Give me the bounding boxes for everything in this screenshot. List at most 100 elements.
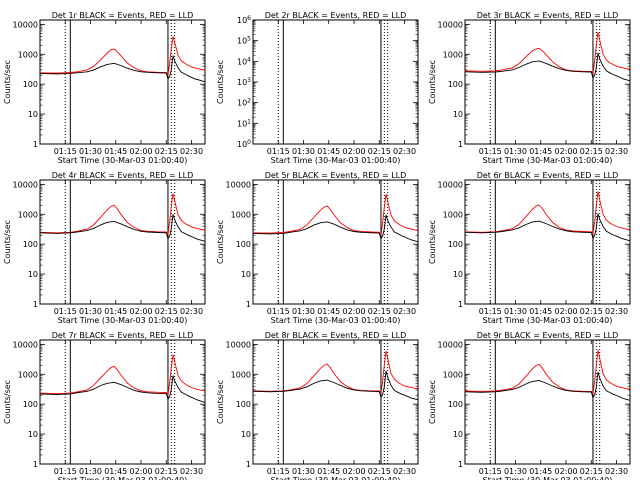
x-tick-label: 01:45 <box>317 147 340 156</box>
y-tick-label: 10 <box>241 270 251 279</box>
y-tick-label: 10 <box>28 110 38 119</box>
x-tick-label: 02:15 <box>155 467 178 476</box>
x-tick-label: 01:30 <box>292 467 315 476</box>
panel-title: Det 1r BLACK = Events, RED = LLD <box>52 11 194 20</box>
x-tick-label: 02:15 <box>580 467 603 476</box>
x-tick-label: 02:15 <box>580 307 603 316</box>
y-axis-label: Counts/sec <box>216 220 225 264</box>
lld-series-line <box>252 193 419 237</box>
y-tick-label: 100 <box>448 400 463 409</box>
x-tick-label: 02:15 <box>368 467 391 476</box>
x-tick-label: 01:45 <box>529 307 552 316</box>
x-tick-label: 02:00 <box>129 147 152 156</box>
x-axis-label: Start Time (30-Mar-03 01:00:40) <box>483 316 613 325</box>
x-tick-label: 01:30 <box>79 467 102 476</box>
plot-frame <box>464 19 631 145</box>
x-tick-label: 01:15 <box>54 467 77 476</box>
x-tick-label: 02:30 <box>180 307 203 316</box>
y-axis-label: Counts/sec <box>3 380 12 424</box>
y-tick-label: 10 <box>453 110 463 119</box>
x-tick-label: 01:45 <box>529 467 552 476</box>
y-axis-label: Counts/sec <box>428 380 437 424</box>
y-tick-label: 1000 <box>443 210 463 219</box>
x-tick-label: 01:30 <box>292 147 315 156</box>
y-tick-label: 1000 <box>231 370 251 379</box>
events-series-line <box>464 371 631 401</box>
y-tick-label: 100 <box>236 400 251 409</box>
events-series-line <box>252 370 419 401</box>
y-tick-label: 1000 <box>18 210 38 219</box>
y-tick-label: 1 <box>458 300 463 309</box>
x-tick-label: 01:30 <box>79 307 102 316</box>
x-tick-label: 01:30 <box>504 307 527 316</box>
x-tick-label: 01:30 <box>504 467 527 476</box>
plot-frame <box>39 339 206 465</box>
y-tick-label: 100 <box>448 80 463 89</box>
lld-series-line <box>39 36 206 77</box>
y-tick-label: 10000 <box>13 340 38 349</box>
panel-title: Det 8r BLACK = Events, RED = LLD <box>265 331 407 340</box>
lld-series-line <box>252 350 419 396</box>
plot-frame <box>252 19 419 145</box>
y-tick-label: 1000 <box>443 370 463 379</box>
panel-title: Det 4r BLACK = Events, RED = LLD <box>52 171 194 180</box>
panel-title: Det 6r BLACK = Events, RED = LLD <box>477 171 619 180</box>
x-tick-label: 01:45 <box>317 467 340 476</box>
y-tick-label: 1 <box>33 300 38 309</box>
plot-frame <box>252 339 419 465</box>
x-tick-label: 02:30 <box>180 147 203 156</box>
x-tick-label: 02:30 <box>393 147 416 156</box>
x-axis-label: Start Time (30-Mar-03 01:00:40) <box>271 316 401 325</box>
x-tick-label: 02:30 <box>393 307 416 316</box>
y-tick-label: 10000 <box>438 180 463 189</box>
y-tick-label: 10 <box>453 430 463 439</box>
y-tick-label: 100 <box>236 240 251 249</box>
plot-frame <box>39 19 206 145</box>
x-tick-label: 02:30 <box>605 147 628 156</box>
y-tick-label: 10000 <box>13 20 38 29</box>
lld-series-line <box>464 32 631 76</box>
x-tick-label: 01:15 <box>54 307 77 316</box>
y-axis-label: Counts/sec <box>428 220 437 264</box>
panel-title: Det 5r BLACK = Events, RED = LLD <box>265 171 407 180</box>
x-tick-label: 02:15 <box>155 307 178 316</box>
x-tick-label: 02:15 <box>368 147 391 156</box>
x-tick-label: 02:00 <box>554 307 577 316</box>
y-axis-label: Counts/sec <box>428 60 437 104</box>
x-tick-label: 01:15 <box>267 467 290 476</box>
x-tick-label: 02:00 <box>342 307 365 316</box>
x-axis-label: Start Time (30-Mar-03 01:00:40) <box>58 156 188 165</box>
x-tick-label: 01:15 <box>267 147 290 156</box>
y-tick-label: 10 <box>28 430 38 439</box>
y-tick-label: 102 <box>237 98 251 108</box>
y-tick-label: 1000 <box>18 50 38 59</box>
x-tick-label: 02:00 <box>129 467 152 476</box>
y-axis-label: Counts/sec <box>216 60 225 104</box>
y-tick-label: 1 <box>458 140 463 149</box>
x-tick-label: 01:45 <box>104 307 127 316</box>
y-tick-label: 10 <box>28 270 38 279</box>
y-tick-label: 100 <box>23 240 38 249</box>
x-tick-label: 02:30 <box>393 467 416 476</box>
lld-series-line <box>464 191 631 236</box>
y-tick-label: 10000 <box>438 340 463 349</box>
panel-title: Det 3r BLACK = Events, RED = LLD <box>477 11 619 20</box>
lld-series-line <box>39 193 206 236</box>
y-tick-label: 10000 <box>226 180 251 189</box>
y-tick-label: 10000 <box>226 340 251 349</box>
lld-series-line <box>39 354 206 397</box>
y-axis-label: Counts/sec <box>216 380 225 424</box>
y-tick-label: 1 <box>458 460 463 469</box>
x-tick-label: 02:00 <box>342 147 365 156</box>
x-tick-label: 02:30 <box>605 467 628 476</box>
x-tick-label: 02:00 <box>554 147 577 156</box>
y-tick-label: 101 <box>237 118 251 128</box>
x-tick-label: 01:30 <box>79 147 102 156</box>
